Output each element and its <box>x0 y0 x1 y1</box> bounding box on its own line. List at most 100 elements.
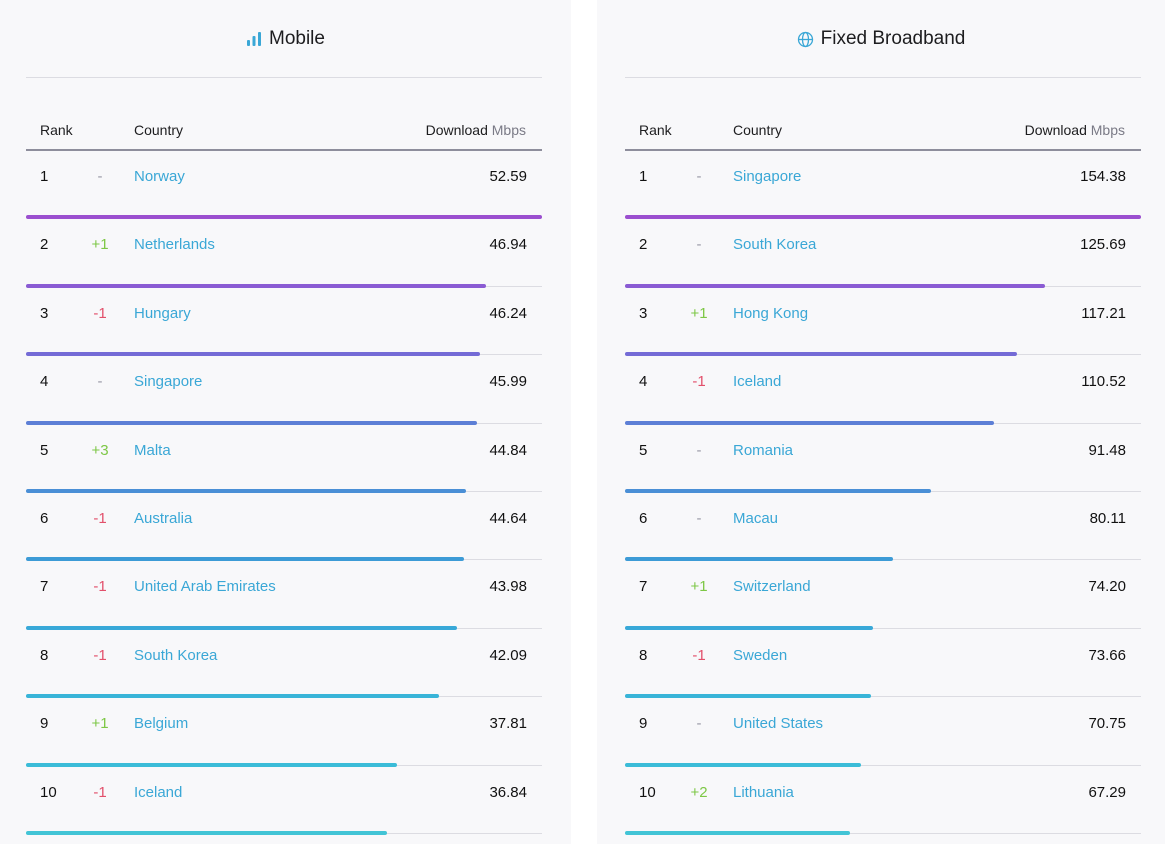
header-country: Country <box>134 122 184 138</box>
speed-bar <box>625 762 862 767</box>
rank-change: -1 <box>692 373 706 391</box>
country-link[interactable]: United Arab Emirates <box>134 578 276 596</box>
table-row: 6 -1 Australia 44.64 <box>26 493 542 562</box>
country-link[interactable]: Singapore <box>134 373 203 391</box>
table-row: 10 -1 Iceland 36.84 <box>26 767 542 835</box>
rank-change: +2 <box>690 783 708 801</box>
table-row: 3 -1 Hungary 46.24 <box>26 288 542 357</box>
download-value: 125.69 <box>1080 236 1126 254</box>
header-download-label: Download <box>1024 122 1087 138</box>
download-value: 44.84 <box>489 441 527 459</box>
download-value: 74.20 <box>1088 578 1126 596</box>
speed-bar <box>26 557 465 562</box>
country-link[interactable]: Sweden <box>733 646 788 664</box>
rank-value: 9 <box>40 715 49 733</box>
download-value: 91.48 <box>1088 441 1126 459</box>
download-value: 154.38 <box>1080 168 1126 185</box>
download-value: 44.64 <box>489 509 527 527</box>
rank-value: 6 <box>639 509 648 527</box>
rank-change: +1 <box>91 715 109 733</box>
rank-value: 8 <box>639 646 648 664</box>
download-value: 45.99 <box>489 373 527 391</box>
table-row: 5 - Romania 91.48 <box>625 425 1141 493</box>
country-link[interactable]: Malta <box>134 441 171 459</box>
table-row: 9 - United States 70.75 <box>625 698 1141 767</box>
mobile-table-header: Rank Country Download Mbps <box>26 122 542 150</box>
download-value: 80.11 <box>1089 509 1126 527</box>
speed-bar <box>625 694 872 699</box>
rank-value: 4 <box>639 373 648 391</box>
country-link[interactable]: Netherlands <box>134 236 215 254</box>
table-row: 7 +1 Switzerland 74.20 <box>625 561 1141 630</box>
speed-bar <box>26 420 477 425</box>
download-value: 52.59 <box>489 168 527 185</box>
country-link[interactable]: Lithuania <box>733 783 794 801</box>
table-row: 2 +1 Netherlands 46.94 <box>26 219 542 288</box>
rank-value: 3 <box>639 304 648 322</box>
download-value: 43.98 <box>489 578 527 596</box>
speed-bar <box>26 830 388 835</box>
download-value: 42.09 <box>489 646 527 664</box>
country-link[interactable]: Switzerland <box>733 578 811 596</box>
table-row: 3 +1 Hong Kong 117.21 <box>625 288 1141 357</box>
rank-change: -1 <box>692 646 706 664</box>
speed-bar <box>625 283 1046 288</box>
rank-value: 9 <box>639 715 648 733</box>
download-value: 67.29 <box>1088 783 1126 801</box>
download-value: 73.66 <box>1088 646 1126 664</box>
country-link[interactable]: Norway <box>134 168 185 185</box>
fixed-rows: 1 - Singapore 154.38 2 - South Korea 125.69 3 +1 H… <box>625 151 1141 835</box>
header-country: Country <box>733 122 783 138</box>
country-link[interactable]: Iceland <box>733 373 782 391</box>
speed-bar <box>625 830 850 835</box>
country-link[interactable]: Iceland <box>134 783 183 801</box>
rank-value: 7 <box>40 578 49 596</box>
header-download: Download Mbps <box>1025 122 1125 138</box>
header-download: Download Mbps <box>426 122 526 138</box>
rank-change: -1 <box>93 783 107 801</box>
rank-change: -1 <box>93 578 107 596</box>
speed-bar <box>625 352 1017 357</box>
fixed-title-text: Fixed Broadband <box>820 28 966 49</box>
mobile-rows: 1 - Norway 52.59 2 +1 Netherlands 46.94 3 -1 Hunga… <box>26 151 542 835</box>
rank-value: 5 <box>639 441 648 459</box>
globe-icon <box>797 31 814 48</box>
country-link[interactable]: Australia <box>134 509 193 527</box>
speed-bar <box>26 625 458 630</box>
rank-value: 3 <box>40 304 49 322</box>
header-unit: Mbps <box>1090 122 1125 138</box>
download-value: 46.94 <box>489 236 527 254</box>
country-link[interactable]: Singapore <box>733 168 802 185</box>
country-link[interactable]: Hungary <box>134 304 191 322</box>
country-link[interactable]: Romania <box>733 441 794 459</box>
rank-value: 5 <box>40 441 49 459</box>
speed-bar <box>625 625 874 630</box>
rank-change: - <box>696 441 702 459</box>
country-link[interactable]: South Korea <box>733 236 817 254</box>
table-row: 6 - Macau 80.11 <box>625 493 1141 562</box>
title-divider <box>625 77 1141 78</box>
table-row: 2 - South Korea 125.69 <box>625 219 1141 288</box>
rank-change: +3 <box>91 441 109 459</box>
speed-bar <box>26 352 480 357</box>
fixed-panel: Fixed Broadband Rank Country Download Mb… <box>597 0 1165 844</box>
table-row: 4 -1 Iceland 110.52 <box>625 356 1141 425</box>
header-unit: Mbps <box>491 122 526 138</box>
rank-value: 1 <box>639 168 648 185</box>
download-value: 110.52 <box>1081 373 1126 391</box>
country-link[interactable]: Macau <box>733 509 779 527</box>
country-link[interactable]: South Korea <box>134 646 218 664</box>
rank-change: - <box>696 236 702 254</box>
speed-bar <box>26 762 397 767</box>
mobile-title-text: Mobile <box>269 28 325 49</box>
rank-change: +1 <box>690 578 708 596</box>
country-link[interactable]: Belgium <box>134 715 189 733</box>
header-rank: Rank <box>639 122 672 138</box>
country-link[interactable]: Hong Kong <box>733 304 809 322</box>
rank-change: -1 <box>93 304 107 322</box>
speed-bar <box>625 557 893 562</box>
speed-bar <box>26 488 467 493</box>
rank-value: 8 <box>40 646 49 664</box>
rank-change: - <box>97 168 103 185</box>
country-link[interactable]: United States <box>733 715 824 733</box>
